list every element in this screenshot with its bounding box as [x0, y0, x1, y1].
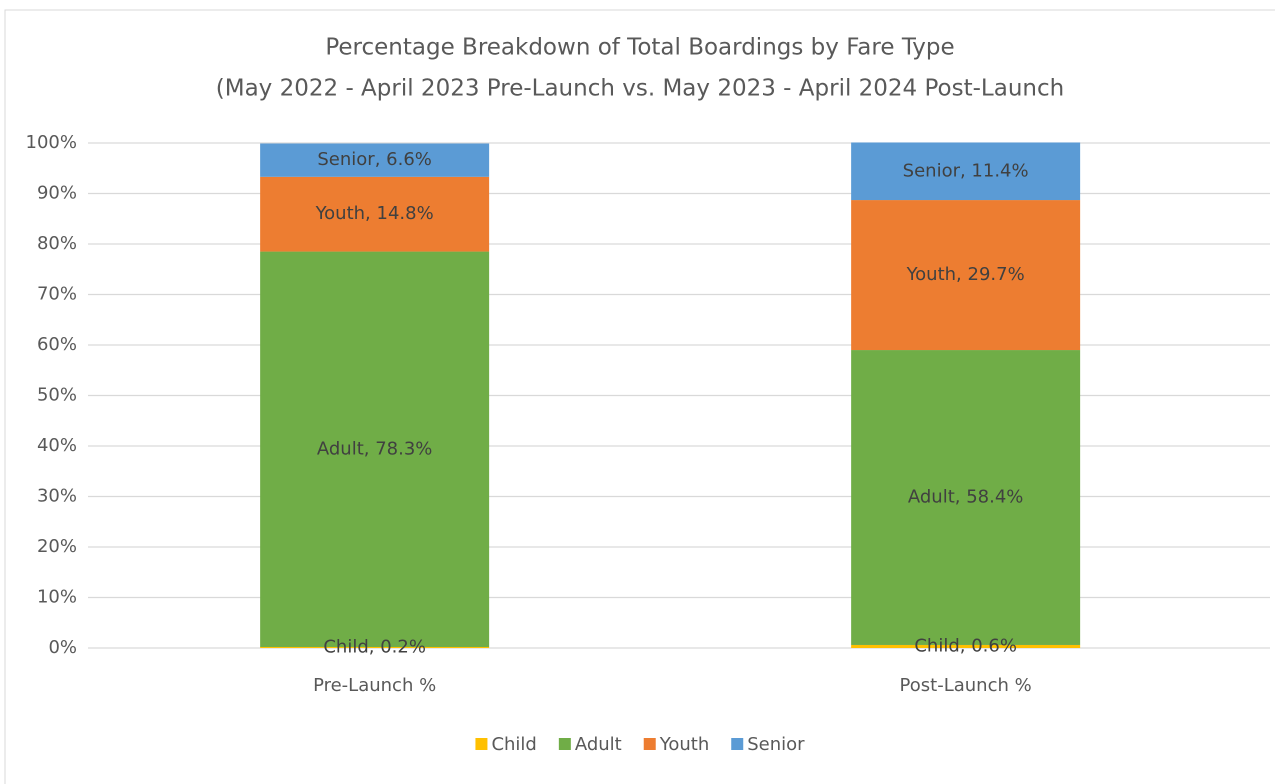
chart-subtitle: (May 2022 - April 2023 Pre-Launch vs. Ma… [216, 76, 1064, 102]
x-tick-label: Post-Launch % [900, 675, 1032, 696]
data-label: Child, 0.6% [914, 635, 1017, 656]
y-tick-label: 50% [37, 385, 77, 406]
y-tick-label: 90% [37, 183, 77, 204]
legend-swatch [731, 738, 744, 750]
y-tick-label: 40% [37, 435, 77, 456]
legend-label: Adult [575, 734, 622, 755]
legend-swatch [475, 738, 488, 750]
bar-segment [851, 350, 1081, 645]
data-label: Youth, 14.8% [315, 203, 434, 224]
y-tick-label: 100% [26, 132, 77, 153]
y-tick-label: 70% [37, 284, 77, 305]
y-tick-label: 80% [37, 233, 77, 254]
bar-segment [260, 646, 490, 648]
data-label: Adult, 78.3% [317, 438, 433, 459]
legend-swatch [558, 738, 571, 750]
legend-label: Youth [659, 734, 710, 755]
legend-label: Child [491, 734, 536, 755]
bar-segment [851, 142, 1081, 201]
y-tick-label: 30% [37, 486, 77, 507]
y-tick-label: 20% [37, 536, 77, 557]
data-label: Adult, 58.4% [908, 487, 1024, 508]
legend-label: Senior [747, 734, 805, 755]
bar-segment [851, 644, 1081, 648]
bar-segment [260, 143, 490, 177]
bar-segment [260, 251, 490, 647]
chart-frame [4, 9, 1275, 784]
data-label: Youth, 29.7% [906, 264, 1025, 285]
y-tick-label: 60% [37, 334, 77, 355]
y-tick-label: 10% [37, 587, 77, 608]
bar-segment [851, 200, 1081, 351]
legend-swatch [643, 738, 656, 750]
data-label: Senior, 11.4% [903, 160, 1029, 181]
data-label: Child, 0.2% [323, 636, 426, 657]
bar-segment [260, 176, 490, 252]
chart-title: Percentage Breakdown of Total Boardings … [325, 35, 954, 61]
x-tick-label: Pre-Launch % [313, 675, 436, 696]
y-tick-label: 0% [48, 637, 77, 658]
data-label: Senior, 6.6% [317, 149, 432, 170]
